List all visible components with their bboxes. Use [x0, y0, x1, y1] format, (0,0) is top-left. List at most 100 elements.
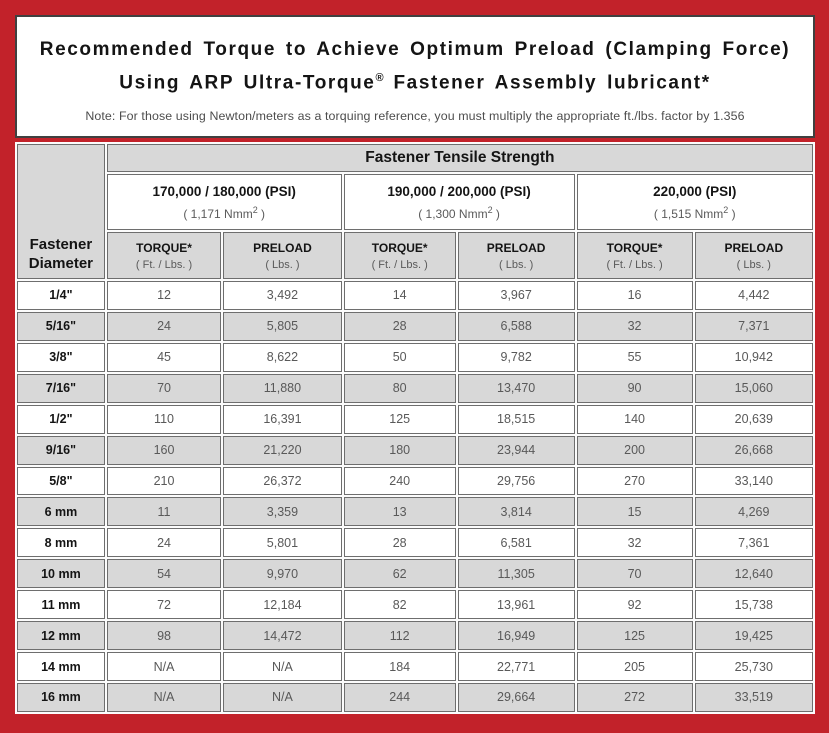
torque-value-cell: 24 [106, 311, 222, 341]
preload-value-cell: 5,801 [223, 528, 342, 558]
column-label: TORQUE* [371, 240, 428, 255]
torque-column-header: TORQUE* ( Ft. / Lbs. ) [106, 232, 222, 279]
torque-value-cell: 32 [576, 311, 693, 341]
nmm-superscript: 2 [252, 204, 258, 215]
torque-value-cell: 210 [106, 466, 222, 496]
preload-value-cell: 33,519 [694, 682, 813, 712]
nmm-value: ( 1,515 Nmm [653, 206, 724, 221]
preload-value-cell: 26,668 [694, 435, 813, 465]
torque-value-cell: 62 [343, 559, 456, 589]
preload-value-cell: 33,140 [694, 466, 813, 496]
table-row: 14 mm N/A N/A 184 22,771 205 25,730 [17, 652, 813, 681]
torque-column-header: TORQUE* ( Ft. / Lbs. ) [343, 232, 456, 279]
table-row: 1/2" 110 16,391 125 18,515 140 20,639 [17, 404, 813, 434]
fastener-diameter-header-line1: Fastener [29, 236, 93, 253]
torque-value-cell: 270 [576, 466, 693, 496]
table-row: 5/8" 210 26,372 240 29,756 270 33,140 [17, 466, 813, 496]
torque-value-cell: 50 [343, 342, 456, 372]
preload-value-cell: 25,730 [694, 652, 813, 681]
preload-value-cell: 19,425 [694, 621, 813, 651]
nmm-close-paren: ) [728, 206, 736, 221]
column-label: TORQUE* [136, 240, 192, 255]
column-label: PRELOAD [253, 240, 312, 255]
preload-value-cell: 4,269 [694, 497, 813, 527]
psi-group-header-170-180: 170,000 / 180,000 (PSI) ( 1,171 Nmm2 ) [106, 174, 342, 230]
fastener-diameter-cell: 7/16" [17, 373, 105, 403]
preload-value-cell: 21,220 [223, 435, 342, 465]
torque-table: Fastener Diameter Fastener Tensile Stren… [15, 142, 815, 714]
table-row: 9/16" 160 21,220 180 23,944 200 26,668 [17, 435, 813, 465]
page-title-line2-text: Using ARP Ultra-Torque [119, 72, 376, 94]
torque-value-cell: 200 [576, 435, 693, 465]
column-unit: ( Lbs. ) [499, 258, 534, 271]
column-label: TORQUE* [606, 240, 663, 255]
preload-value-cell: 8,622 [223, 342, 342, 372]
torque-value-cell: 28 [343, 528, 456, 558]
column-label: PRELOAD [486, 240, 546, 255]
preload-value-cell: 26,372 [223, 466, 342, 496]
table-row: 8 mm 24 5,801 28 6,581 32 7,361 [17, 528, 813, 558]
column-unit: ( Ft. / Lbs. ) [135, 258, 193, 271]
preload-value-cell: 7,371 [694, 311, 813, 341]
fastener-diameter-cell: 14 mm [17, 652, 105, 681]
torque-value-cell: N/A [106, 652, 222, 681]
preload-value-cell: 12,640 [694, 559, 813, 589]
table-row: 5/16" 24 5,805 28 6,588 32 7,371 [17, 311, 813, 341]
preload-value-cell: 22,771 [457, 652, 575, 681]
torque-value-cell: 72 [106, 590, 222, 620]
torque-value-cell: 12 [106, 281, 222, 310]
preload-value-cell: 23,944 [457, 435, 575, 465]
nmm-value: ( 1,171 Nmm [183, 206, 253, 221]
psi-rating-label: 220,000 (PSI) [653, 183, 737, 199]
preload-column-header: PRELOAD ( Lbs. ) [694, 232, 813, 279]
torque-value-cell: 180 [343, 435, 456, 465]
fastener-diameter-cell: 1/4" [17, 281, 105, 310]
psi-rating-label: 170,000 / 180,000 (PSI) [152, 183, 296, 199]
fastener-diameter-cell: 1/2" [17, 404, 105, 434]
preload-value-cell: N/A [223, 652, 342, 681]
torque-value-cell: 92 [576, 590, 693, 620]
conversion-note: Note: For those using Newton/meters as a… [85, 109, 745, 124]
fastener-diameter-header: Fastener Diameter [17, 144, 105, 279]
torque-value-cell: 125 [576, 621, 693, 651]
torque-value-cell: 205 [576, 652, 693, 681]
torque-value-cell: 32 [576, 528, 693, 558]
torque-value-cell: 272 [576, 682, 693, 712]
fastener-diameter-cell: 6 mm [17, 497, 105, 527]
nmm-rating-label: ( 1,171 Nmm2 ) [108, 205, 341, 221]
preload-value-cell: 6,588 [457, 311, 575, 341]
torque-value-cell: 70 [576, 559, 693, 589]
torque-table-wrap: Fastener Diameter Fastener Tensile Stren… [15, 142, 815, 714]
torque-value-cell: 11 [106, 497, 222, 527]
preload-column-header: PRELOAD ( Lbs. ) [457, 232, 575, 279]
fastener-diameter-cell: 8 mm [17, 528, 105, 558]
torque-value-cell: 160 [106, 435, 222, 465]
table-row: 16 mm N/A N/A 244 29,664 272 33,519 [17, 682, 813, 712]
nmm-superscript: 2 [723, 204, 729, 215]
fastener-diameter-cell: 16 mm [17, 682, 105, 712]
table-row: 3/8" 45 8,622 50 9,782 55 10,942 [17, 342, 813, 372]
torque-value-cell: 98 [106, 621, 222, 651]
fastener-diameter-cell: 5/16" [17, 311, 105, 341]
table-row: 12 mm 98 14,472 112 16,949 125 19,425 [17, 621, 813, 651]
torque-value-cell: 13 [343, 497, 456, 527]
torque-value-cell: 24 [106, 528, 222, 558]
preload-value-cell: 5,805 [223, 311, 342, 341]
torque-value-cell: 240 [343, 466, 456, 496]
preload-value-cell: 12,184 [223, 590, 342, 620]
preload-value-cell: 9,970 [223, 559, 342, 589]
torque-value-cell: 184 [343, 652, 456, 681]
preload-value-cell: 29,756 [457, 466, 575, 496]
table-row: 1/4" 12 3,492 14 3,967 16 4,442 [17, 281, 813, 310]
torque-value-cell: 90 [576, 373, 693, 403]
fastener-diameter-header-line2: Diameter [28, 255, 93, 272]
torque-value-cell: 14 [343, 281, 456, 310]
preload-value-cell: 18,515 [457, 404, 575, 434]
table-row: 10 mm 54 9,970 62 11,305 70 12,640 [17, 559, 813, 589]
table-row: 11 mm 72 12,184 82 13,961 92 15,738 [17, 590, 813, 620]
column-unit: ( Lbs. ) [265, 258, 300, 271]
torque-value-cell: N/A [106, 682, 222, 712]
preload-value-cell: N/A [223, 682, 342, 712]
table-row: 7/16" 70 11,880 80 13,470 90 15,060 [17, 373, 813, 403]
